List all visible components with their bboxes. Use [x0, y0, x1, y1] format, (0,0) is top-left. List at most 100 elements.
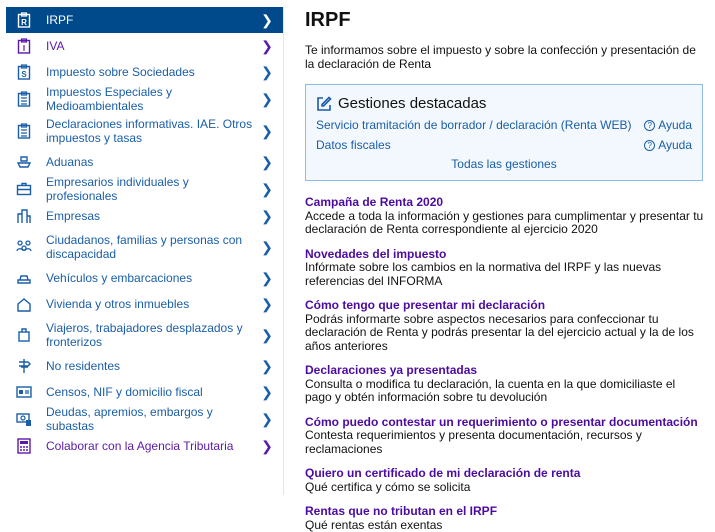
sidebar-item[interactable]: Vivienda y otros inmuebles ❯	[6, 291, 283, 317]
chevron-right-icon: ❯	[261, 296, 273, 313]
edit-icon	[316, 96, 332, 112]
section-link[interactable]: Novedades del impuesto	[305, 247, 446, 261]
briefcase-icon	[16, 181, 32, 197]
datos-fiscales-link[interactable]: Datos fiscales	[316, 138, 391, 152]
info-section: Cómo puedo contestar un requerimiento o …	[305, 416, 705, 457]
gestiones-destacadas-box: Gestiones destacadas Servicio tramitació…	[305, 84, 703, 181]
section-link[interactable]: Cómo puedo contestar un requerimiento o …	[305, 415, 698, 429]
sidebar-item-label: Empresas	[46, 209, 255, 223]
svg-text:S: S	[21, 70, 27, 79]
clipboard-i-icon: I	[16, 38, 32, 54]
sidebar-item[interactable]: R IRPF ❯	[6, 7, 283, 33]
section-link[interactable]: Campaña de Renta 2020	[305, 195, 443, 209]
section-description: Podrás informarte sobre aspectos necesar…	[305, 313, 705, 354]
gestion-row: Datos fiscales ?Ayuda	[316, 138, 692, 152]
sidebar-item[interactable]: Empresarios individuales y profesionales…	[6, 175, 283, 203]
sidebar-item[interactable]: Viajeros, trabajadores desplazados y fro…	[6, 317, 283, 353]
section-description: Qué certifica y cómo se solicita	[305, 481, 705, 495]
sidebar-item[interactable]: Deudas, apremios, embargos y subastas❯	[6, 405, 283, 433]
house-icon	[16, 296, 32, 312]
sidebar-item[interactable]: Aduanas❯	[6, 149, 283, 175]
svg-text:I: I	[23, 44, 25, 53]
chevron-right-icon: ❯	[261, 411, 273, 428]
chevron-right-icon: ❯	[261, 327, 273, 344]
sidebar-item-label: Censos, NIF y domicilio fiscal	[46, 385, 255, 399]
main-content: IRPF Te informamos sobre el impuesto y s…	[305, 0, 705, 532]
family-icon	[16, 239, 32, 255]
sidebar-item[interactable]: No residentes ❯	[6, 353, 283, 379]
sidebar-item[interactable]: Colaborar con la Agencia Tributaria ❯	[6, 433, 283, 459]
chevron-right-icon: ❯	[261, 438, 273, 455]
info-section: Quiero un certificado de mi declaración …	[305, 467, 705, 494]
sidebar-item-label: IVA	[46, 39, 255, 53]
clipboard-list-icon	[16, 123, 32, 139]
sidebar-item[interactable]: Impuestos Especiales y Medioambientales ❯	[6, 85, 283, 113]
section-link[interactable]: Cómo tengo que presentar mi declaración	[305, 298, 545, 312]
ship-icon	[16, 154, 32, 170]
sidebar-item[interactable]: Vehículos y embarcaciones ❯	[6, 265, 283, 291]
money-icon	[16, 411, 32, 427]
chevron-right-icon: ❯	[261, 358, 273, 375]
signpost-icon	[16, 358, 32, 374]
sidebar-item-label: Colaborar con la Agencia Tributaria	[46, 439, 255, 453]
gestiones-title: Gestiones destacadas	[316, 95, 692, 112]
sidebar-item[interactable]: Declaraciones informativas. IAE. Otros i…	[6, 113, 283, 149]
page-description: Te informamos sobre el impuesto y sobre …	[305, 43, 705, 71]
chevron-right-icon: ❯	[261, 123, 273, 140]
section-description: Qué rentas están exentas	[305, 519, 705, 532]
sidebar-item-label: Vehículos y embarcaciones	[46, 271, 255, 285]
sidebar-item[interactable]: Ciudadanos, familias y personas con disc…	[6, 229, 283, 265]
renta-web-link[interactable]: Servicio tramitación de borrador / decla…	[316, 118, 631, 132]
section-link[interactable]: Quiero un certificado de mi declaración …	[305, 466, 580, 480]
chevron-right-icon: ❯	[261, 181, 273, 198]
section-description: Consulta o modifica tu declaración, la c…	[305, 378, 705, 405]
sidebar-item-label: Declaraciones informativas. IAE. Otros i…	[46, 117, 255, 145]
chevron-right-icon: ❯	[261, 38, 273, 55]
luggage-icon	[16, 327, 32, 343]
chevron-right-icon: ❯	[261, 208, 273, 225]
sidebar-item-label: IRPF	[46, 13, 255, 27]
help-icon: ?	[644, 120, 655, 131]
sidebar-item-label: Ciudadanos, familias y personas con disc…	[46, 233, 255, 261]
sidebar-item-label: Impuesto sobre Sociedades	[46, 65, 255, 79]
chevron-right-icon: ❯	[261, 270, 273, 287]
car-icon	[16, 270, 32, 286]
chevron-right-icon: ❯	[261, 64, 273, 81]
chevron-right-icon: ❯	[261, 239, 273, 256]
section-description: Accede a toda la información y gestiones…	[305, 210, 705, 237]
sidebar-item-label: Aduanas	[46, 155, 255, 169]
sidebar-item-label: Empresarios individuales y profesionales	[46, 175, 255, 203]
sidebar-item-label: Impuestos Especiales y Medioambientales	[46, 85, 255, 113]
clipboard-s-icon: S	[16, 64, 32, 80]
help-link[interactable]: ?Ayuda	[644, 118, 692, 132]
buildings-icon	[16, 208, 32, 224]
sidebar-item-label: No residentes	[46, 359, 255, 373]
sidebar-item[interactable]: S Impuesto sobre Sociedades ❯	[6, 59, 283, 85]
sidebar-item[interactable]: Empresas ❯	[6, 203, 283, 229]
chevron-right-icon: ❯	[261, 384, 273, 401]
gestion-row: Servicio tramitación de borrador / decla…	[316, 118, 692, 132]
svg-text:R: R	[21, 18, 27, 27]
chevron-right-icon: ❯	[261, 12, 273, 29]
help-icon: ?	[644, 140, 655, 151]
help-link[interactable]: ?Ayuda	[644, 138, 692, 152]
sidebar-item-label: Viajeros, trabajadores desplazados y fro…	[46, 321, 255, 349]
sidebar-item[interactable]: Censos, NIF y domicilio fiscal ❯	[6, 379, 283, 405]
sidebar-item[interactable]: I IVA ❯	[6, 33, 283, 59]
section-link[interactable]: Rentas que no tributan en el IRPF	[305, 504, 497, 518]
calculator-icon	[16, 438, 32, 454]
clipboard-list-icon	[16, 91, 32, 107]
sidebar-item-label: Vivienda y otros inmuebles	[46, 297, 255, 311]
section-description: Contesta requerimientos y presenta docum…	[305, 429, 705, 456]
section-description: Infórmate sobre los cambios en la normat…	[305, 261, 705, 288]
chevron-right-icon: ❯	[261, 91, 273, 108]
section-link[interactable]: Declaraciones ya presentadas	[305, 363, 477, 377]
clipboard-r-icon: R	[16, 12, 32, 28]
all-gestiones-link[interactable]: Todas las gestiones	[451, 157, 556, 171]
